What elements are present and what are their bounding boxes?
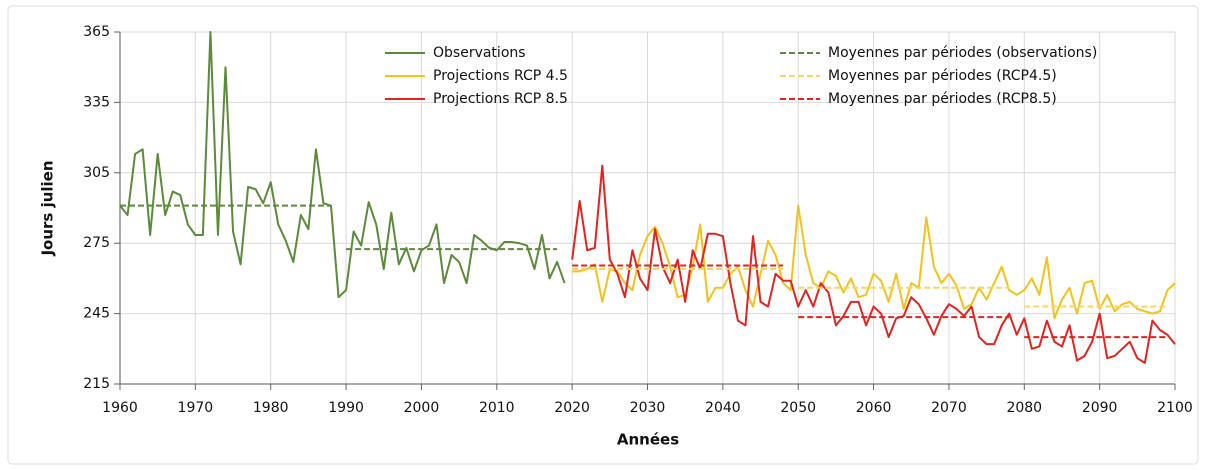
x-tick-label: 2060 bbox=[856, 400, 892, 416]
x-tick-label: 2040 bbox=[705, 400, 741, 416]
legend-label: Projections RCP 8.5 bbox=[433, 91, 568, 107]
legend-label: Moyennes par périodes (RCP4.5) bbox=[828, 68, 1057, 84]
series-line bbox=[571, 164, 1176, 364]
y-tick-label: 215 bbox=[83, 376, 110, 392]
frame bbox=[7, 5, 1199, 465]
x-tick-label: 2090 bbox=[1082, 400, 1118, 416]
x-tick-label: 2070 bbox=[931, 400, 967, 416]
y-tick-label: 305 bbox=[83, 165, 110, 181]
x-tick-label: 1980 bbox=[253, 400, 289, 416]
legend-label: Observations bbox=[433, 45, 526, 61]
y-tick-label: 275 bbox=[83, 235, 110, 251]
y-tick-label: 245 bbox=[83, 306, 110, 322]
x-tick-label: 2000 bbox=[404, 400, 440, 416]
x-tick-label: 1970 bbox=[178, 400, 214, 416]
legend-label: Moyennes par périodes (RCP8.5) bbox=[828, 91, 1057, 107]
x-tick-label: 2020 bbox=[554, 400, 590, 416]
legend-label: Projections RCP 4.5 bbox=[433, 68, 568, 84]
x-tick-label: 2100 bbox=[1157, 400, 1193, 416]
y-tick-label: 365 bbox=[83, 24, 110, 40]
x-tick-label: 1960 bbox=[102, 400, 138, 416]
x-tick-label: 1990 bbox=[328, 400, 364, 416]
y-tick-label: 335 bbox=[83, 94, 110, 110]
x-axis-title: Années bbox=[617, 431, 679, 449]
x-tick-label: 2080 bbox=[1006, 400, 1042, 416]
x-tick-label: 2010 bbox=[479, 400, 515, 416]
y-axis-title: Jours julien bbox=[39, 160, 57, 256]
x-tick-label: 2030 bbox=[630, 400, 666, 416]
x-tick-label: 2050 bbox=[780, 400, 816, 416]
legend-label: Moyennes par périodes (observations) bbox=[828, 45, 1097, 61]
